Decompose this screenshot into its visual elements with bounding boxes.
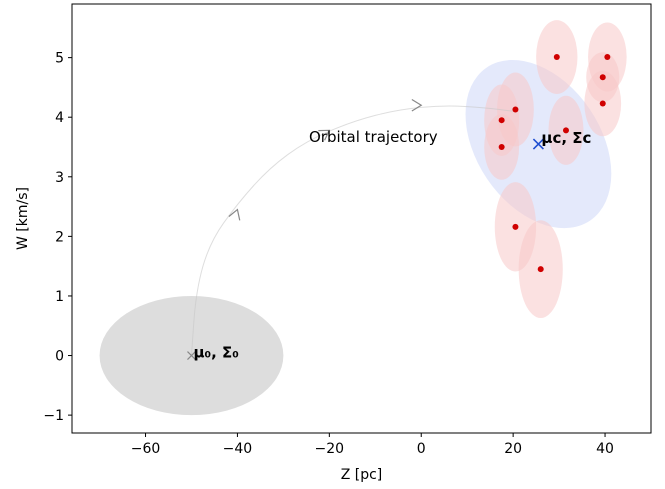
ellipses-layer: [99, 20, 627, 416]
star-point-8: [512, 223, 519, 230]
y-tick-label-3: 2: [55, 229, 64, 245]
x-tick-label-2: −20: [315, 441, 345, 457]
star-point-0: [553, 54, 560, 61]
x-axis-label: Z [pc]: [341, 467, 383, 483]
cluster-mean-marker: [532, 138, 544, 150]
star-point-9: [537, 266, 544, 273]
prior-mean-marker: [187, 351, 196, 360]
y-tick-label-5: 4: [55, 110, 64, 126]
y-tick-label-1: 0: [55, 349, 64, 365]
y-tick-label-2: 1: [55, 289, 64, 305]
y-tick-label-6: 5: [55, 51, 64, 67]
points-layer: [187, 54, 611, 360]
star-point-6: [562, 127, 569, 134]
y-axis-label: W [km/s]: [15, 187, 31, 250]
trajectory-arrow-0: [228, 208, 241, 221]
annotations-layer: Orbital trajectory μ₀, Σ₀ μc, Σc: [193, 128, 591, 362]
x-axis-ticks: −60 −40 −20 0 20 40: [131, 433, 614, 457]
star-point-2: [599, 74, 606, 81]
x-tick-label-5: 40: [596, 441, 614, 457]
prior-label: μ₀, Σ₀: [193, 344, 238, 362]
x-tick-label-1: −40: [223, 441, 253, 457]
x-tick-label-3: 0: [417, 441, 426, 457]
x-tick-label-4: 20: [504, 441, 522, 457]
star-point-5: [498, 117, 505, 124]
y-tick-label-0: −1: [43, 408, 64, 424]
trajectory-arrow-1: [318, 129, 331, 141]
star-point-1: [604, 54, 611, 61]
y-axis-ticks: −1 0 1 2 3 4 5: [43, 51, 72, 424]
trajectory-label: Orbital trajectory: [309, 128, 438, 146]
trajectory-line: [190, 105, 514, 356]
star-point-3: [599, 100, 606, 107]
x-tick-label-0: −60: [131, 441, 161, 457]
cluster-label: μc, Σc: [541, 129, 591, 147]
star-point-4: [512, 106, 519, 113]
axes-frame: [71, 3, 652, 434]
y-tick-label-4: 3: [55, 170, 64, 186]
trajectory-layer: [190, 99, 514, 356]
star-point-7: [498, 144, 505, 150]
trajectory-arrow-2: [411, 99, 423, 112]
